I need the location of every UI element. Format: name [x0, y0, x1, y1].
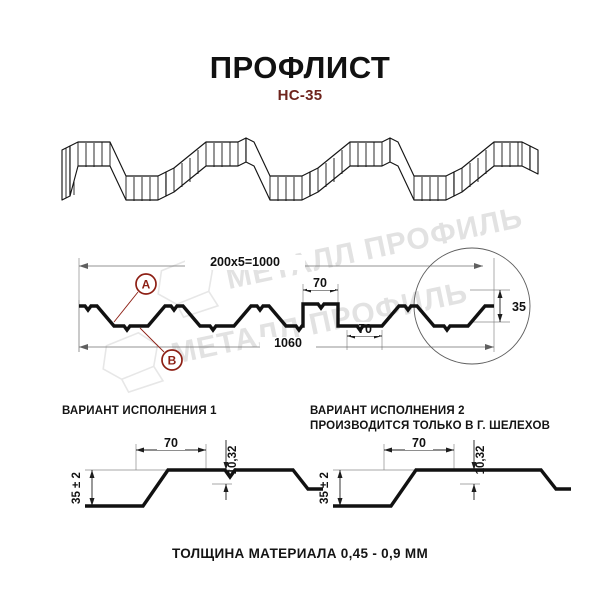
variant-1-flange-label: 70 [164, 436, 178, 450]
variant-1-dimension-height: 35 ± 2 [71, 470, 95, 506]
variant-1-dimension-flange: 70 [136, 436, 206, 453]
watermark-logo-icon [102, 331, 165, 394]
dimension-top-flange: 70 [303, 276, 338, 293]
callout-b-label: B [168, 354, 177, 368]
dimension-top-total-label: 200x5=1000 [210, 255, 280, 269]
variant-1-height-label: 35 ± 2 [71, 472, 83, 504]
variant-2-profile-outline [333, 468, 571, 508]
variant-2-caption: ВАРИАНТ ИСПОЛНЕНИЯ 2 ПРОИЗВОДИТСЯ ТОЛЬКО… [310, 405, 551, 432]
variant-1-edge-label: 10,32 [227, 446, 239, 475]
callout-a: A [113, 273, 157, 323]
dimension-bottom-total-label: 1060 [274, 336, 302, 350]
variant-1-profile-outline [85, 468, 323, 508]
variant-2-dimension-flange: 70 [384, 436, 454, 453]
variant-2-extension-lines [333, 444, 480, 507]
profile-outline [79, 302, 494, 333]
variant-2-flange-label: 70 [412, 436, 426, 450]
variant-2-edge-label: 10,32 [475, 446, 487, 475]
variant-2-dimension-height: 35 ± 2 [319, 470, 343, 506]
variant-2-height-label: 35 ± 2 [319, 472, 331, 504]
dimension-bottom-total: 1060 [79, 336, 494, 352]
dimension-top-flange-label: 70 [313, 276, 327, 290]
dimension-top-total: 200x5=1000 [79, 255, 483, 270]
callout-b: B [139, 327, 183, 371]
dimension-height: 35 [497, 290, 526, 322]
material-thickness-note: ТОЛЩИНА МАТЕРИАЛА 0,45 - 0,9 ММ [171, 546, 428, 561]
variant-1-dimension-edge: 10,32 [223, 440, 239, 500]
dimension-height-label: 35 [512, 300, 526, 314]
corrugated-sheet-3d [61, 137, 539, 201]
variant-2-dimension-edge: 10,32 [471, 440, 487, 500]
variant-1-caption: ВАРИАНТ ИСПОЛНЕНИЯ 1 [62, 405, 217, 417]
page-title: ПРОФЛИСТ [209, 50, 391, 85]
callout-a-label: A [142, 278, 151, 292]
model-designation: НС-35 [277, 87, 323, 104]
